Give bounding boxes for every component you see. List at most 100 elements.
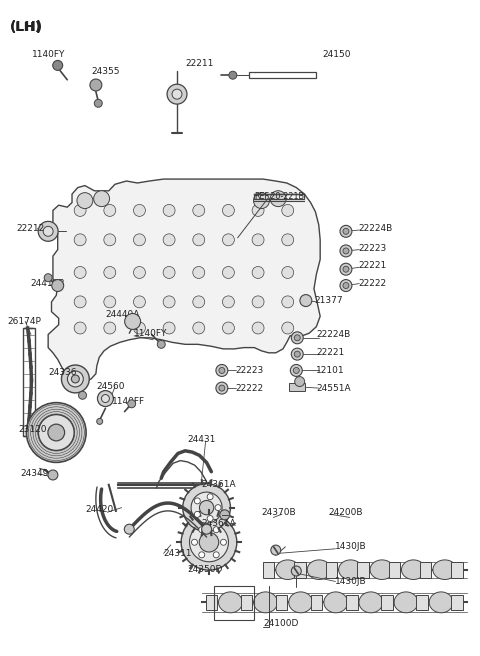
Circle shape — [219, 367, 225, 373]
Circle shape — [190, 523, 228, 562]
Circle shape — [193, 205, 204, 216]
Bar — [263, 562, 275, 577]
Circle shape — [67, 371, 84, 387]
Circle shape — [163, 322, 175, 334]
Bar — [389, 562, 400, 577]
Circle shape — [133, 296, 145, 308]
Text: 22223: 22223 — [359, 244, 386, 253]
Text: 24350D: 24350D — [188, 565, 223, 574]
Circle shape — [199, 552, 205, 558]
Circle shape — [74, 322, 86, 334]
Circle shape — [343, 283, 349, 289]
Circle shape — [26, 403, 86, 462]
Circle shape — [252, 266, 264, 278]
Circle shape — [104, 296, 116, 308]
Bar — [241, 594, 252, 610]
Circle shape — [194, 498, 200, 504]
Ellipse shape — [276, 560, 300, 579]
Circle shape — [104, 322, 116, 334]
Circle shape — [43, 226, 53, 236]
Circle shape — [181, 514, 237, 570]
Circle shape — [291, 348, 303, 360]
Text: 22221: 22221 — [316, 348, 345, 358]
Bar — [420, 562, 432, 577]
Circle shape — [48, 470, 58, 480]
Circle shape — [199, 527, 205, 533]
Circle shape — [282, 266, 294, 278]
Circle shape — [213, 527, 219, 533]
Circle shape — [193, 322, 204, 334]
Circle shape — [38, 415, 74, 451]
Circle shape — [133, 205, 145, 216]
Text: 24440A: 24440A — [106, 310, 140, 319]
Text: REF.20-221B: REF.20-221B — [254, 192, 304, 201]
Circle shape — [343, 248, 349, 254]
Text: 12101: 12101 — [316, 366, 345, 375]
Bar — [294, 562, 306, 577]
Circle shape — [291, 332, 303, 344]
Text: 24311: 24311 — [164, 549, 192, 558]
Circle shape — [183, 483, 230, 531]
Ellipse shape — [289, 592, 312, 613]
Circle shape — [216, 382, 228, 394]
Circle shape — [293, 367, 300, 373]
Circle shape — [124, 524, 134, 534]
Circle shape — [340, 279, 352, 291]
Circle shape — [97, 390, 113, 407]
Circle shape — [222, 266, 234, 278]
Bar — [416, 594, 428, 610]
Circle shape — [343, 266, 349, 272]
Ellipse shape — [253, 592, 277, 613]
Text: 22222: 22222 — [359, 279, 386, 288]
Text: 24410B: 24410B — [30, 279, 64, 288]
Circle shape — [295, 377, 305, 386]
Circle shape — [163, 296, 175, 308]
Circle shape — [74, 296, 86, 308]
Circle shape — [163, 205, 175, 216]
Circle shape — [216, 365, 228, 377]
Circle shape — [213, 552, 219, 558]
Text: 24361A: 24361A — [202, 480, 237, 489]
Circle shape — [282, 296, 294, 308]
Bar — [381, 594, 393, 610]
Bar — [249, 72, 316, 79]
Text: 24370B: 24370B — [262, 508, 296, 517]
Ellipse shape — [370, 560, 394, 579]
Circle shape — [52, 279, 64, 291]
Circle shape — [340, 226, 352, 237]
Circle shape — [172, 89, 182, 99]
Circle shape — [215, 504, 221, 510]
Text: 24551A: 24551A — [316, 384, 351, 392]
Bar — [357, 562, 369, 577]
Ellipse shape — [307, 560, 331, 579]
Text: 22224B: 22224B — [359, 224, 393, 234]
Text: 1430JB: 1430JB — [336, 543, 367, 551]
Circle shape — [133, 322, 145, 334]
Circle shape — [104, 266, 116, 278]
Circle shape — [282, 322, 294, 334]
Circle shape — [253, 193, 269, 209]
Circle shape — [290, 365, 302, 377]
Circle shape — [128, 400, 136, 408]
Circle shape — [207, 516, 213, 522]
Circle shape — [38, 221, 58, 241]
Bar — [451, 562, 463, 577]
Circle shape — [194, 512, 200, 518]
Circle shape — [94, 99, 102, 108]
Text: 24150: 24150 — [322, 51, 350, 60]
Circle shape — [167, 84, 187, 104]
Circle shape — [163, 234, 175, 246]
Text: 1140FY: 1140FY — [33, 51, 66, 60]
Bar — [214, 586, 254, 620]
Text: 22221: 22221 — [359, 262, 386, 270]
Circle shape — [133, 266, 145, 278]
Ellipse shape — [218, 592, 242, 613]
Circle shape — [74, 205, 86, 216]
Circle shape — [199, 533, 219, 552]
Circle shape — [199, 501, 214, 515]
Ellipse shape — [401, 560, 425, 579]
Text: 24200B: 24200B — [328, 508, 363, 517]
Circle shape — [222, 234, 234, 246]
Circle shape — [94, 191, 109, 207]
Circle shape — [270, 191, 286, 207]
